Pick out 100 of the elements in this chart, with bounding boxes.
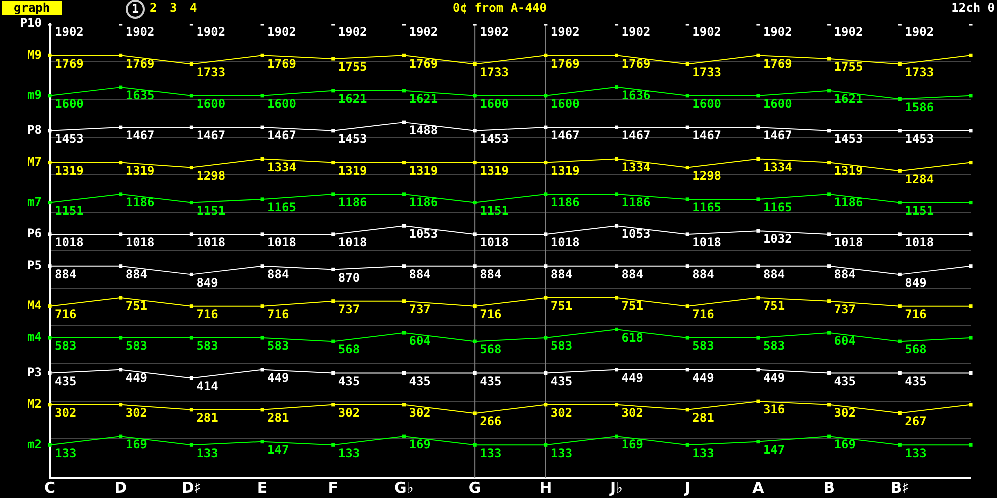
point xyxy=(756,157,760,161)
data-label: 737 xyxy=(834,302,856,316)
point xyxy=(332,161,336,165)
data-label: 583 xyxy=(692,339,714,354)
series-label: P10 xyxy=(20,16,42,30)
data-label: 884 xyxy=(692,267,714,282)
point xyxy=(190,443,194,447)
point xyxy=(544,296,548,300)
data-label: 716 xyxy=(905,307,927,322)
point xyxy=(402,224,406,228)
point xyxy=(756,440,760,444)
data-label: 316 xyxy=(763,402,786,417)
data-label: 1018 xyxy=(834,236,864,250)
point xyxy=(402,89,406,93)
data-label: 1151 xyxy=(905,204,934,218)
point xyxy=(544,264,548,268)
point xyxy=(402,120,406,124)
point xyxy=(969,304,973,308)
point xyxy=(615,126,619,130)
point xyxy=(119,86,123,90)
data-label: 449 xyxy=(622,371,644,386)
point xyxy=(48,371,52,376)
point xyxy=(119,232,123,236)
data-label: 302 xyxy=(126,406,148,420)
data-label: 751 xyxy=(550,299,573,314)
data-label: 449 xyxy=(763,371,786,386)
point xyxy=(48,264,52,268)
data-label: 884 xyxy=(480,267,502,282)
point xyxy=(615,54,619,58)
point xyxy=(473,412,477,416)
data-label: 1319 xyxy=(480,164,509,178)
data-label: 751 xyxy=(622,299,644,314)
data-label: 1621 xyxy=(409,92,438,106)
point xyxy=(828,331,832,335)
point xyxy=(260,54,264,58)
data-label: 716 xyxy=(196,307,218,322)
data-label: 302 xyxy=(834,406,856,420)
data-label: 1453 xyxy=(338,132,368,146)
data-label: 169 xyxy=(126,438,148,452)
point xyxy=(615,296,619,300)
point xyxy=(260,304,264,308)
data-label: 1018 xyxy=(905,236,934,250)
data-label: 1319 xyxy=(834,164,864,178)
data-label: 281 xyxy=(268,411,290,426)
point xyxy=(332,268,336,272)
data-label: 414 xyxy=(196,379,218,394)
point xyxy=(898,371,902,376)
point xyxy=(686,232,690,236)
data-label: 1902 xyxy=(763,25,792,40)
data-label: 1298 xyxy=(692,168,722,183)
point xyxy=(969,371,973,376)
point xyxy=(686,166,690,170)
data-label: 849 xyxy=(196,276,218,290)
data-label: 1600 xyxy=(480,97,509,112)
point xyxy=(756,264,760,268)
x-tick-label: J xyxy=(684,478,690,497)
point xyxy=(686,62,690,66)
data-label: 849 xyxy=(905,276,927,290)
data-label: 1902 xyxy=(905,25,934,40)
point xyxy=(260,264,264,268)
point xyxy=(402,403,406,407)
data-label: 302 xyxy=(55,406,77,420)
data-label: 1165 xyxy=(692,200,722,215)
data-label: 1018 xyxy=(268,236,296,250)
point xyxy=(260,126,264,130)
point xyxy=(544,371,548,376)
point xyxy=(190,376,194,380)
point xyxy=(969,264,973,268)
point xyxy=(615,368,619,372)
data-label: 1902 xyxy=(550,25,580,40)
data-label: 1453 xyxy=(905,132,934,146)
series-label: P6 xyxy=(28,226,42,241)
point xyxy=(828,434,832,438)
data-label: 604 xyxy=(834,334,856,348)
point xyxy=(402,264,406,268)
data-label: 1319 xyxy=(550,164,580,178)
data-label: 1902 xyxy=(692,25,722,40)
data-label: 281 xyxy=(196,411,218,426)
data-label: 1018 xyxy=(692,236,722,250)
data-label: 1018 xyxy=(196,236,226,250)
data-label: 1636 xyxy=(622,88,651,102)
x-tick-label: H xyxy=(540,478,552,497)
x-tick-label: D♯ xyxy=(182,478,202,497)
point xyxy=(119,403,123,407)
series-label: m9 xyxy=(28,88,42,102)
data-label: 302 xyxy=(622,406,644,420)
data-label: 169 xyxy=(834,438,856,452)
data-label: 716 xyxy=(268,307,290,322)
point xyxy=(332,192,336,196)
point xyxy=(332,232,336,236)
point xyxy=(190,126,194,130)
data-label: 1769 xyxy=(126,56,155,71)
data-label: 1769 xyxy=(550,56,580,71)
data-label: 1902 xyxy=(126,25,155,40)
point xyxy=(828,300,832,304)
data-label: 1902 xyxy=(268,25,296,40)
point xyxy=(828,232,832,236)
text: 3 xyxy=(170,1,178,15)
data-label: 1334 xyxy=(622,160,651,174)
point xyxy=(48,232,52,236)
